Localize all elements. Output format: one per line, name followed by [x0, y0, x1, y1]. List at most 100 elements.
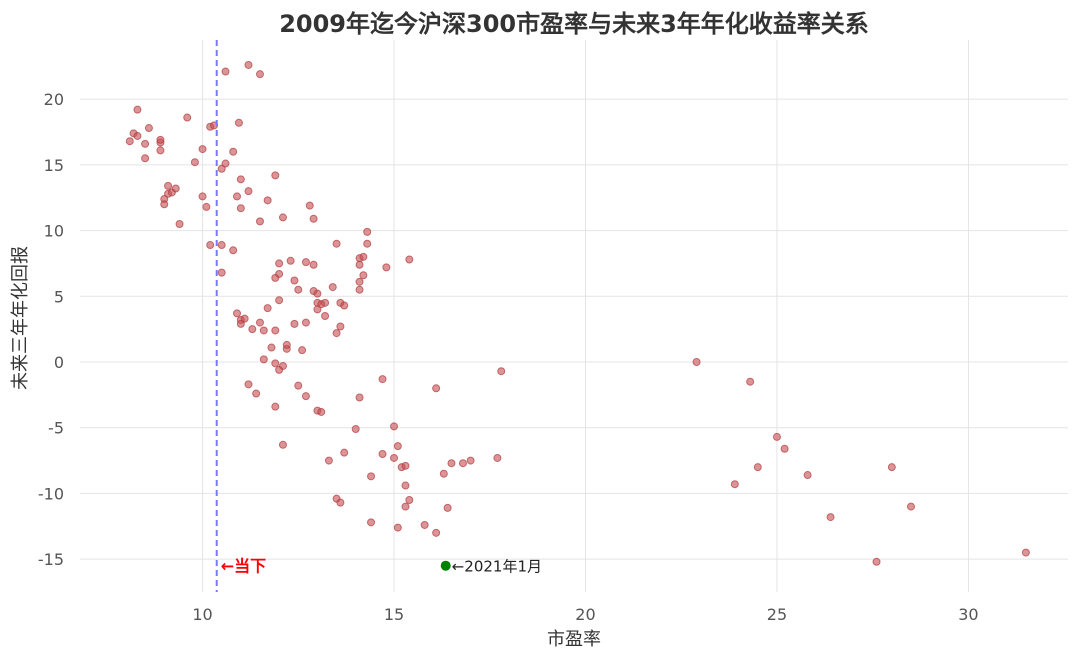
y-tick-label: 0: [54, 353, 64, 372]
data-point: [259, 355, 268, 364]
data-point: [730, 480, 739, 489]
data-point: [393, 523, 402, 532]
data-point: [305, 201, 314, 210]
data-point: [336, 322, 345, 331]
current-annotation: ←当下: [221, 557, 266, 576]
data-point: [301, 258, 310, 267]
data-point: [144, 124, 153, 133]
data-point: [244, 187, 253, 196]
data-point: [390, 422, 399, 431]
data-point: [171, 184, 180, 193]
x-tick-label: 30: [958, 605, 978, 624]
data-point: [692, 358, 701, 366]
data-point: [298, 346, 307, 355]
data-point: [244, 380, 253, 389]
data-point: [275, 259, 284, 268]
data-point: [405, 496, 414, 504]
data-point: [497, 367, 506, 376]
data-point: [290, 319, 299, 328]
data-point: [447, 459, 456, 468]
data-point: [340, 301, 349, 310]
data-point: [328, 283, 337, 292]
data-point: [772, 432, 781, 441]
data-point: [267, 343, 276, 352]
highlight-annotation: ←2021年1月: [452, 558, 542, 576]
y-tick-label: -5: [48, 419, 64, 438]
data-point: [309, 260, 318, 269]
data-point: [141, 154, 150, 163]
data-point: [321, 312, 330, 320]
data-point: [259, 326, 268, 335]
data-point: [340, 448, 349, 457]
data-point: [164, 181, 173, 190]
data-point: [367, 472, 376, 481]
data-point: [378, 450, 387, 458]
data-point: [263, 196, 272, 205]
data-point: [803, 471, 812, 480]
data-point: [401, 461, 410, 470]
data-point: [887, 463, 896, 472]
data-point: [217, 241, 226, 250]
data-point: [367, 518, 376, 527]
chart-title: 2009年迄今沪深300市盈率与未来3年年化收益率关系: [279, 10, 869, 38]
data-point: [301, 318, 310, 327]
data-point: [332, 239, 341, 248]
data-point: [190, 158, 199, 167]
data-point: [175, 220, 184, 228]
data-point: [324, 456, 333, 465]
y-tick-label: -10: [38, 484, 64, 503]
data-point: [263, 304, 272, 313]
data-point: [229, 147, 238, 156]
data-point: [378, 375, 387, 384]
y-axis-title: 未来三年年化回报: [10, 246, 31, 390]
data-point: [393, 442, 402, 451]
data-point: [202, 202, 211, 211]
x-axis-title: 市盈率: [547, 629, 601, 650]
data-point: [420, 520, 429, 529]
data-point: [382, 263, 391, 272]
data-point: [278, 213, 287, 222]
data-point: [390, 453, 399, 462]
data-points: [125, 60, 1030, 566]
data-point: [317, 407, 326, 416]
data-point: [133, 131, 142, 140]
data-point: [780, 444, 789, 453]
data-point: [286, 256, 295, 265]
data-point: [401, 502, 410, 511]
data-point: [133, 105, 142, 114]
data-point: [321, 298, 330, 307]
x-tick-label: 20: [575, 605, 595, 624]
data-point: [236, 175, 245, 184]
data-point: [363, 227, 372, 236]
data-point: [236, 204, 245, 213]
data-point: [282, 340, 291, 349]
data-point: [271, 171, 280, 180]
tick-labels: 10 15 20 25 30 -15 -10 -5 0 5 10 15 20: [38, 90, 979, 624]
data-point: [221, 67, 230, 76]
x-tick-label: 15: [384, 605, 404, 624]
highlight-point-2021: [440, 560, 451, 571]
data-point: [271, 326, 280, 335]
data-point: [313, 289, 322, 298]
data-point: [301, 392, 310, 401]
data-point: [405, 255, 414, 264]
data-point: [275, 296, 284, 305]
data-point: [160, 200, 169, 209]
data-point: [355, 277, 364, 286]
data-point: [141, 139, 150, 148]
data-point: [294, 381, 303, 390]
data-point: [255, 70, 264, 79]
data-point: [906, 502, 915, 511]
data-point: [206, 241, 215, 250]
data-point: [221, 159, 230, 168]
y-tick-label: 5: [54, 287, 64, 306]
data-point: [156, 135, 165, 144]
data-point: [746, 377, 755, 386]
data-point: [359, 252, 368, 261]
data-point: [872, 557, 881, 566]
data-point: [432, 528, 441, 537]
data-point: [278, 361, 287, 370]
data-point: [198, 145, 207, 154]
data-point: [359, 271, 368, 280]
